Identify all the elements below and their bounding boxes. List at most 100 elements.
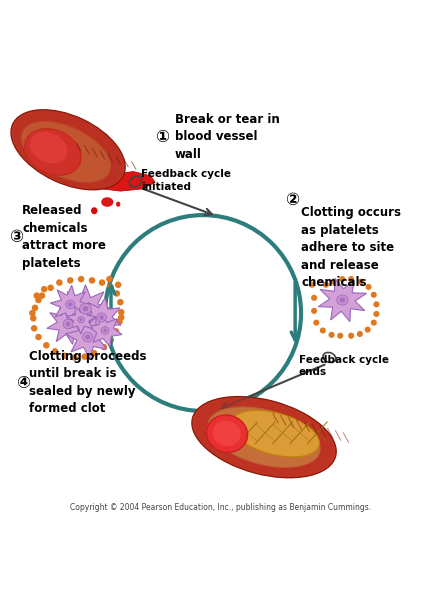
Ellipse shape [206,415,247,452]
Ellipse shape [13,111,123,188]
Ellipse shape [82,306,88,311]
Ellipse shape [97,313,106,322]
Ellipse shape [116,202,120,207]
Ellipse shape [30,132,67,163]
Text: Clotting occurs
as platelets
adhere to site
and release
chemicals: Clotting occurs as platelets adhere to s… [301,206,401,289]
Ellipse shape [101,197,113,207]
Ellipse shape [66,300,75,308]
Ellipse shape [78,316,85,323]
Text: Break or tear in
blood vessel
wall: Break or tear in blood vessel wall [175,113,280,161]
Circle shape [348,276,354,282]
Circle shape [29,310,36,316]
Circle shape [357,331,363,337]
Circle shape [348,332,354,339]
Circle shape [309,282,315,288]
Circle shape [31,325,37,332]
Ellipse shape [66,322,71,326]
Ellipse shape [192,397,336,478]
Circle shape [34,292,40,299]
Polygon shape [60,285,112,332]
Ellipse shape [213,421,241,446]
Text: ④: ④ [16,374,30,392]
Circle shape [331,278,337,285]
Circle shape [374,311,379,317]
Circle shape [99,280,105,286]
Circle shape [337,332,343,339]
Text: Feedback cycle
initiated: Feedback cycle initiated [141,169,231,192]
Text: ①: ① [155,128,169,146]
Ellipse shape [337,295,348,305]
Polygon shape [50,285,90,323]
Ellipse shape [85,335,90,340]
Circle shape [43,342,49,349]
Ellipse shape [193,397,335,478]
Circle shape [106,276,113,283]
Ellipse shape [25,128,81,175]
Circle shape [116,319,123,325]
Ellipse shape [99,315,104,320]
Ellipse shape [103,329,107,332]
Circle shape [115,281,121,288]
Circle shape [78,276,84,283]
Ellipse shape [194,398,334,477]
Ellipse shape [195,398,333,476]
Ellipse shape [79,318,83,321]
Circle shape [113,328,119,335]
Ellipse shape [11,110,125,190]
Circle shape [82,353,88,360]
Circle shape [89,277,95,284]
Circle shape [313,320,319,326]
Circle shape [67,277,74,284]
Circle shape [358,278,364,285]
Text: Copyright © 2004 Pearson Education, Inc., publishing as Benjamin Cummings.: Copyright © 2004 Pearson Education, Inc.… [70,503,371,512]
Text: Clotting proceeds
until break is
sealed by newly
formed clot: Clotting proceeds until break is sealed … [29,350,146,415]
Circle shape [118,314,124,320]
Polygon shape [318,278,366,322]
Ellipse shape [11,110,124,190]
Circle shape [374,301,379,307]
Circle shape [365,326,371,332]
Circle shape [30,315,37,322]
Polygon shape [88,314,122,346]
Circle shape [48,284,54,291]
Ellipse shape [192,397,336,478]
Polygon shape [65,317,109,359]
Ellipse shape [194,397,335,477]
Ellipse shape [82,332,93,342]
Circle shape [323,282,329,288]
Circle shape [108,337,114,343]
Ellipse shape [12,110,124,189]
Ellipse shape [80,304,91,314]
Circle shape [39,292,45,299]
Text: Released
chemicals
attract more
platelets: Released chemicals attract more platelet… [22,204,106,269]
Circle shape [71,354,78,361]
Ellipse shape [68,302,72,307]
Ellipse shape [63,319,73,329]
Circle shape [371,292,377,298]
Polygon shape [64,172,155,191]
Text: ②: ② [285,191,299,209]
Circle shape [329,332,335,338]
Ellipse shape [91,207,97,214]
Ellipse shape [14,112,122,188]
Polygon shape [66,307,96,334]
Circle shape [41,286,48,292]
Circle shape [61,352,68,359]
Circle shape [311,308,317,314]
Circle shape [311,295,317,301]
Ellipse shape [101,327,109,334]
Ellipse shape [13,111,123,189]
Ellipse shape [340,298,345,302]
Circle shape [35,297,42,303]
Polygon shape [47,304,90,344]
Circle shape [56,280,63,286]
Circle shape [91,350,97,356]
Circle shape [52,348,58,355]
Circle shape [32,305,38,311]
Circle shape [371,320,377,326]
Circle shape [117,299,123,305]
Polygon shape [81,298,121,337]
Text: Feedback cycle
ends: Feedback cycle ends [299,355,389,377]
Circle shape [366,284,372,290]
Circle shape [108,284,114,290]
